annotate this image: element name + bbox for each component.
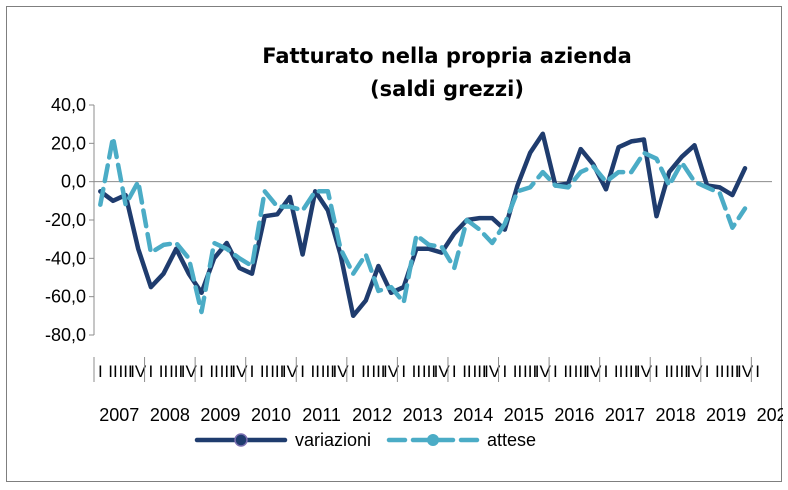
quarter-label: IV (535, 362, 552, 381)
y-tick-label: 20,0 (51, 133, 86, 153)
series-lines (98, 131, 748, 319)
legend-marker-attese (427, 434, 439, 446)
quarter-label: II (159, 362, 168, 381)
year-label: 2019 (706, 405, 746, 425)
quarter-label: I (604, 362, 609, 381)
legend-marker-variazioni (234, 433, 248, 447)
quarter-label: III (675, 362, 689, 381)
quarter-label: II (715, 362, 724, 381)
quarter-label: I (502, 362, 507, 381)
y-tick-label: 0,0 (61, 172, 86, 192)
quarter-label: II (361, 362, 370, 381)
y-tick-label: 40,0 (51, 95, 86, 115)
quarter-label: II (260, 362, 269, 381)
quarter-label: I (654, 362, 659, 381)
legend-label-variazioni: variazioni (295, 430, 371, 450)
year-label: 2011 (302, 405, 341, 425)
year-label: 2020 (757, 405, 783, 425)
quarter-label: I (452, 362, 457, 381)
year-label: 2008 (150, 405, 190, 425)
quarter-label: II (108, 362, 117, 381)
quarter-label: III (119, 362, 133, 381)
quarter-label: III (321, 362, 335, 381)
y-tick-label: -60,0 (45, 287, 86, 307)
quarter-label: I (199, 362, 204, 381)
quarter-label: IV (383, 362, 400, 381)
quarter-label: IV (181, 362, 198, 381)
legend: variazioni attese (194, 430, 536, 450)
quarter-label: IV (332, 362, 349, 381)
year-label: 2017 (605, 405, 645, 425)
year-label: 2013 (403, 405, 443, 425)
chart-title: Fatturato nella propria azienda (262, 44, 632, 68)
series-line-attese (98, 135, 748, 315)
quarter-label: II (412, 362, 421, 381)
quarter-label: IV (434, 362, 451, 381)
quarter-label: IV (737, 362, 754, 381)
y-axis: 40,0 20,0 0,0 -20,0 -40,0 -60,0 -80,0 (45, 95, 772, 345)
chart-subtitle: (saldi grezzi) (370, 77, 524, 101)
year-label: 2010 (251, 405, 291, 425)
year-label: 2018 (655, 405, 695, 425)
quarter-label: III (574, 362, 588, 381)
quarter-label: I (553, 362, 558, 381)
quarter-label: I (755, 362, 760, 381)
line-chart: Fatturato nella propria azienda (saldi g… (45, 44, 783, 450)
quarter-label: III (169, 362, 183, 381)
year-label: 2009 (200, 405, 240, 425)
legend-label-attese: attese (487, 430, 536, 450)
year-label: 2016 (554, 405, 594, 425)
year-label: 2014 (453, 405, 493, 425)
quarter-label: III (624, 362, 638, 381)
quarter-label: IV (130, 362, 147, 381)
quarter-label: II (513, 362, 522, 381)
y-tick-label: -80,0 (45, 325, 86, 345)
quarter-label: II (310, 362, 319, 381)
quarter-label: III (472, 362, 486, 381)
y-tick-label: -40,0 (45, 248, 86, 268)
quarter-label: II (462, 362, 471, 381)
quarter-label: III (523, 362, 537, 381)
quarter-label: III (371, 362, 385, 381)
quarter-label: I (351, 362, 356, 381)
year-label: 2012 (352, 405, 392, 425)
quarter-label: III (220, 362, 234, 381)
quarter-label: II (563, 362, 572, 381)
quarter-label: III (725, 362, 739, 381)
year-label: 2015 (504, 405, 544, 425)
quarter-label: I (300, 362, 305, 381)
quarter-label: IV (636, 362, 653, 381)
quarter-label: II (209, 362, 218, 381)
quarter-label: I (98, 362, 103, 381)
quarter-label: II (664, 362, 673, 381)
y-tick-label: -20,0 (45, 210, 86, 230)
quarter-label: II (614, 362, 623, 381)
quarter-label: IV (282, 362, 299, 381)
quarter-label: IV (686, 362, 703, 381)
quarter-label: IV (484, 362, 501, 381)
quarter-label: IV (231, 362, 248, 381)
quarter-label: I (401, 362, 406, 381)
year-label: 2007 (99, 405, 139, 425)
quarter-label: I (705, 362, 710, 381)
chart-frame: Fatturato nella propria azienda (saldi g… (6, 6, 783, 482)
quarter-label: III (422, 362, 436, 381)
quarter-label: I (149, 362, 154, 381)
quarter-label: III (270, 362, 284, 381)
quarter-label: IV (585, 362, 602, 381)
quarter-label: I (250, 362, 255, 381)
